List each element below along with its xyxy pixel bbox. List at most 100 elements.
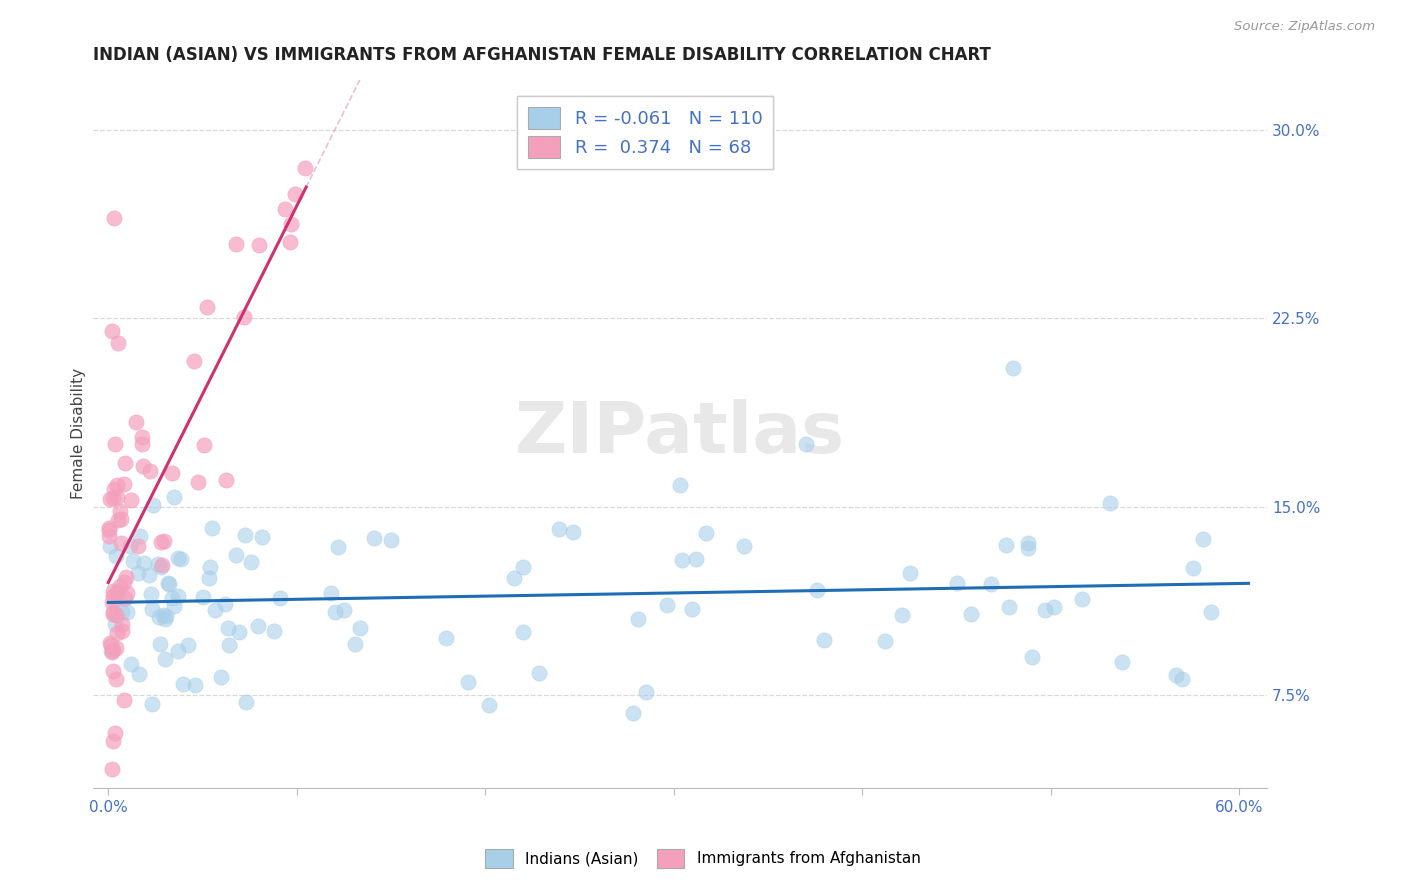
Point [512, 560, 534, 574]
Point [794, 436, 817, 450]
Point [195, 301, 218, 315]
Point [669, 478, 692, 492]
Point [149, 559, 172, 574]
Point [183, 354, 205, 368]
Point [131, 437, 153, 451]
Point [104, 436, 127, 450]
Point [107, 586, 129, 600]
Point [100, 638, 122, 652]
Point [273, 202, 295, 217]
Point [201, 521, 224, 535]
Point [246, 619, 269, 633]
Point [152, 607, 174, 622]
Point [1021, 649, 1043, 664]
Point [110, 624, 132, 638]
Point [103, 606, 125, 620]
Point [214, 598, 236, 612]
Point [1071, 591, 1094, 606]
Point [139, 464, 162, 478]
Point [98, 523, 121, 537]
Point [98, 492, 121, 507]
Point [1017, 541, 1039, 555]
Point [105, 608, 128, 623]
Point [101, 762, 124, 776]
Point [547, 522, 569, 536]
Point [1001, 361, 1024, 376]
Point [104, 549, 127, 563]
Point [100, 595, 122, 609]
Point [1191, 532, 1213, 546]
Point [138, 568, 160, 582]
Legend: R = -0.061   N = 110, R =  0.374   N = 68: R = -0.061 N = 110, R = 0.374 N = 68 [517, 95, 773, 169]
Point [980, 577, 1002, 591]
Point [228, 625, 250, 640]
Point [263, 624, 285, 639]
Point [681, 602, 703, 616]
Point [960, 607, 983, 621]
Point [127, 539, 149, 553]
Text: Source: ZipAtlas.com: Source: ZipAtlas.com [1234, 20, 1375, 33]
Point [132, 556, 155, 570]
Point [104, 726, 127, 740]
Point [103, 482, 125, 496]
Point [1164, 668, 1187, 682]
Point [132, 458, 155, 473]
Point [141, 698, 163, 712]
Point [239, 555, 262, 569]
Point [149, 637, 172, 651]
Point [204, 603, 226, 617]
Point [232, 310, 254, 324]
Point [107, 626, 129, 640]
Point [105, 641, 128, 656]
Point [193, 437, 215, 451]
Point [503, 571, 526, 585]
Point [162, 599, 184, 614]
Point [103, 584, 125, 599]
Point [247, 237, 270, 252]
Point [128, 666, 150, 681]
Point [170, 551, 193, 566]
Point [184, 678, 207, 692]
Point [120, 493, 142, 508]
Point [891, 607, 914, 622]
Point [177, 638, 200, 652]
Point [380, 533, 402, 547]
Point [685, 552, 707, 566]
Point [127, 566, 149, 581]
Point [294, 161, 316, 175]
Point [217, 622, 239, 636]
Point [233, 527, 256, 541]
Point [1181, 561, 1204, 575]
Point [363, 531, 385, 545]
Point [107, 513, 129, 527]
Point [527, 665, 550, 680]
Point [813, 633, 835, 648]
Point [156, 575, 179, 590]
Point [900, 566, 922, 581]
Point [167, 550, 190, 565]
Point [634, 685, 657, 699]
Point [111, 605, 134, 619]
Point [269, 591, 291, 606]
Point [998, 599, 1021, 614]
Point [98, 521, 121, 535]
Point [112, 477, 135, 491]
Point [328, 540, 350, 554]
Point [104, 595, 127, 609]
Point [434, 631, 457, 645]
Point [198, 559, 221, 574]
Point [512, 624, 534, 639]
Point [1171, 672, 1194, 686]
Legend: Indians (Asian), Immigrants from Afghanistan: Indians (Asian), Immigrants from Afghani… [479, 843, 927, 873]
Point [129, 529, 152, 543]
Point [115, 585, 138, 599]
Point [323, 605, 346, 619]
Y-axis label: Female Disability: Female Disability [72, 368, 86, 500]
Point [104, 616, 127, 631]
Point [100, 644, 122, 658]
Point [321, 586, 343, 600]
Point [108, 578, 131, 592]
Point [1111, 655, 1133, 669]
Point [114, 693, 136, 707]
Point [1199, 605, 1222, 619]
